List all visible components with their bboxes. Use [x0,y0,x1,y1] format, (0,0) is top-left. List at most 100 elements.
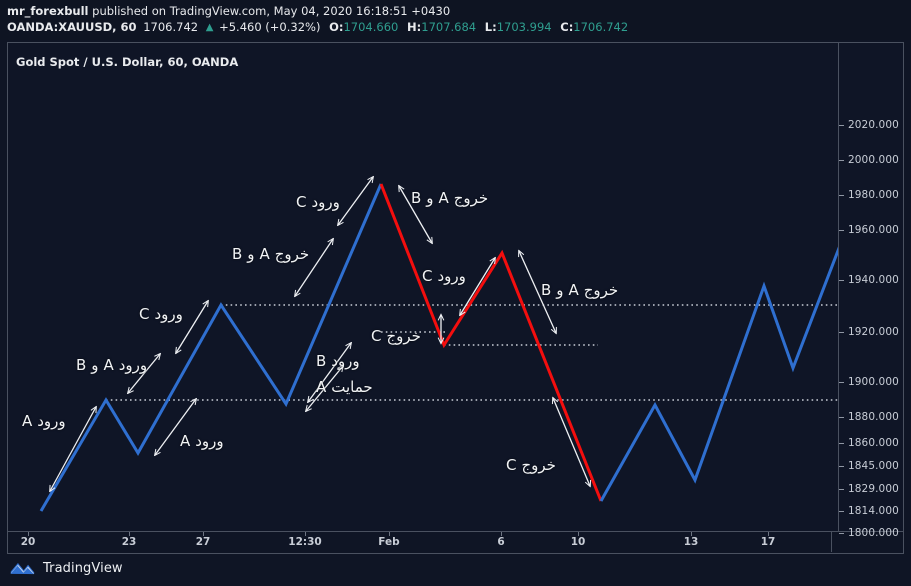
close-value: 1706.742 [573,20,629,34]
price-axis-tick [839,230,844,231]
high-key: H: [407,20,422,34]
annotation-arrow [295,239,333,296]
time-axis-label: 23 [121,536,137,548]
annotation-text-a8[interactable]: حمایت A [316,378,373,396]
time-axis-tick [768,532,769,536]
annotation-text-a3[interactable]: ورود A و B [76,356,148,374]
chart-pane[interactable]: Gold Spot / U.S. Dollar, 60, OANDA ورود … [8,43,838,531]
chart-header: mr_forexbull published on TradingView.co… [0,0,911,40]
price-axis-label: 1860.000 [848,437,899,449]
time-axis-separator [831,532,832,552]
open-value: 1704.660 [343,20,399,34]
price-change: +5.460 (+0.32%) [219,20,321,34]
annotation-text-a5[interactable]: خروج A و B [232,245,310,263]
price-axis-label: 2000.000 [848,154,899,166]
author-name[interactable]: mr_forexbull [7,4,89,18]
close-key: C: [560,20,574,34]
time-axis-tick [305,532,306,536]
time-axis-tick [501,532,502,536]
symbol-label[interactable]: OANDA:XAUUSD, 60 [7,20,137,34]
time-axis-label: 6 [497,536,505,548]
price-axis-tick [839,466,844,467]
tradingview-brand-text: TradingView [43,560,123,576]
price-axis-label: 1940.000 [848,274,899,286]
annotation-text-a2[interactable]: ورود A [180,432,224,450]
low-key: L: [484,20,497,34]
annotation-arrow [50,407,96,491]
time-axis-label: 20 [20,536,36,548]
time-axis[interactable]: 20 23 27 12:30 Feb 6 10 13 17 [7,532,904,554]
pane-divider [838,43,839,531]
time-axis-label: 10 [570,536,586,548]
publish-info-line: mr_forexbull published on TradingView.co… [7,4,911,19]
time-axis-tick [691,532,692,536]
zigzag-blue-left[interactable] [39,183,383,512]
price-axis-tick [839,125,844,126]
price-axis-label: 1800.000 [848,527,899,539]
annotation-text-a12[interactable]: خروج A و B [541,281,619,299]
annotation-arrow [399,186,432,243]
annotation-text-a13[interactable]: خروج C [506,456,556,474]
price-axis-tick [839,280,844,281]
annotation-text-a9[interactable]: خروج A و B [411,189,489,207]
price-axis[interactable]: 2020.000 2000.000 1980.000 1960.000 1940.000… [839,43,903,539]
price-axis-tick [839,533,844,534]
annotation-arrow-group [50,177,590,491]
symbol-quote-line: OANDA:XAUUSD, 60 1706.742 ▲ +5.460 (+0.3… [7,19,911,37]
time-axis-label: 13 [683,536,699,548]
annotation-text-a1[interactable]: ورود A [22,412,66,430]
price-axis-label: 1900.000 [848,376,899,388]
price-axis-label: 1980.000 [848,189,899,201]
open-key: O: [329,20,344,34]
price-axis-tick [839,332,844,333]
price-axis-tick [839,195,844,196]
annotation-text-a7[interactable]: ورود B [316,352,360,370]
annotation-arrow [519,251,556,333]
price-axis-tick [839,443,844,444]
price-axis-tick [839,382,844,383]
last-price: 1706.742 [143,20,199,34]
price-axis-label: 1845.000 [848,460,899,472]
annotation-text-a6[interactable]: ورود C [296,193,340,211]
price-axis-tick [839,160,844,161]
annotation-text-a10[interactable]: ورود C [422,267,466,285]
price-axis-label: 1829.000 [848,483,899,495]
up-triangle-icon: ▲ [205,22,214,33]
price-axis-label: 1880.000 [848,411,899,423]
annotation-arrow [128,354,160,393]
price-axis-label: 2020.000 [848,119,899,131]
zigzag-blue-right[interactable] [599,235,838,502]
time-axis-tick [28,532,29,536]
price-axis-tick [839,511,844,512]
annotation-text-a4[interactable]: ورود C [139,305,183,323]
price-series-group [39,183,838,512]
time-axis-tick [578,532,579,536]
tradingview-logo-icon [10,562,35,575]
price-axis-label: 1814.000 [848,505,899,517]
time-axis-tick [129,532,130,536]
chart-frame: Gold Spot / U.S. Dollar, 60, OANDA ورود … [7,42,904,539]
annotation-text-a11[interactable]: خروج C [371,327,421,345]
annotation-arrow [553,398,590,486]
tradingview-branding: TradingView [10,558,123,578]
price-axis-label: 1960.000 [848,224,899,236]
price-axis-label: 1920.000 [848,326,899,338]
time-axis-label: Feb [378,536,400,548]
annotation-arrow [155,399,196,455]
annotation-arrow [460,258,495,315]
chart-title-overlay: Gold Spot / U.S. Dollar, 60, OANDA [16,55,239,69]
annotation-arrow [306,366,343,411]
time-axis-label: 27 [195,536,211,548]
annotation-arrow [176,301,208,353]
annotation-arrow [338,177,373,225]
low-value: 1703.994 [496,20,552,34]
price-axis-tick [839,417,844,418]
price-axis-tick [839,489,844,490]
high-value: 1707.684 [421,20,477,34]
chart-plot-layer [39,43,838,512]
time-axis-label: 12:30 [288,536,322,548]
time-axis-tick [203,532,204,536]
time-axis-label: 17 [760,536,776,548]
time-axis-tick [389,532,390,536]
